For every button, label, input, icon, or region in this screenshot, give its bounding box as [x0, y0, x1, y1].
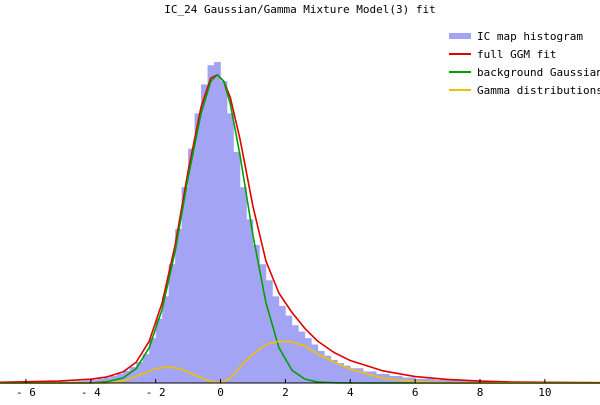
series-line-gamma-distributions [0, 340, 600, 384]
x-tick-label: - 6 [16, 386, 36, 399]
x-tick-label: 4 [347, 386, 354, 399]
histogram-bar [175, 228, 182, 383]
histogram-bar [337, 363, 345, 383]
histogram-bar [252, 244, 260, 383]
histogram-bar [259, 264, 267, 383]
histogram-bar [454, 380, 474, 383]
histogram-bar [90, 379, 98, 383]
legend: IC map histogram full GGM fit background G… [449, 30, 600, 97]
histogram-bar [278, 305, 286, 383]
axes: - 6 - 4 - 2 0 2 4 6 8 10 [0, 379, 600, 399]
legend-label: Gamma distributions [477, 84, 600, 97]
legend-item: full GGM fit [449, 48, 556, 61]
histogram-bar [123, 370, 131, 383]
histogram-series [58, 62, 507, 384]
histogram-bar [214, 62, 221, 383]
histogram-bar [77, 381, 85, 383]
histogram-bar [227, 113, 234, 384]
histogram-bar [97, 378, 105, 383]
histogram-bar [317, 350, 325, 383]
chart-title: IC_24 Gaussian/Gamma Mixture Model(3) fi… [164, 3, 436, 16]
legend-item: IC map histogram [449, 30, 583, 43]
histogram-bar [291, 325, 299, 383]
histogram-bar [330, 359, 338, 383]
histogram-bar [136, 362, 144, 383]
histogram-bar [162, 296, 169, 383]
legend-label: full GGM fit [477, 48, 556, 61]
legend-item: Gamma distributions [449, 84, 600, 97]
histogram-bar [149, 338, 156, 383]
plot-area [0, 62, 600, 384]
histogram-bar [220, 81, 228, 383]
x-tick-label: 10 [538, 386, 551, 399]
histogram-bar [84, 380, 92, 383]
histogram-bar [343, 365, 351, 383]
legend-item: background Gaussian [449, 66, 600, 79]
histogram-bar [155, 318, 163, 383]
legend-label: background Gaussian [477, 66, 600, 79]
histogram-bar [324, 355, 332, 383]
series-line-full-ggm-fit [0, 74, 600, 384]
histogram-bar [207, 65, 215, 384]
histogram-bar [129, 366, 137, 383]
histogram-bar [103, 377, 111, 383]
histogram-bar [168, 264, 176, 383]
x-tick-label: - 2 [146, 386, 166, 399]
legend-label: IC map histogram [477, 30, 583, 43]
x-tick-label: - 4 [81, 386, 101, 399]
histogram-bar [434, 379, 455, 383]
histogram-bar [285, 315, 293, 383]
histogram-bar [71, 381, 79, 383]
histogram-bar [246, 219, 254, 383]
histogram-bar [142, 354, 150, 383]
legend-swatch [449, 33, 471, 39]
x-tick-label: 0 [217, 386, 224, 399]
histogram-bar [233, 151, 241, 383]
histogram-bar [304, 338, 312, 383]
histogram-bar [194, 113, 202, 384]
x-tick-label: 6 [412, 386, 419, 399]
x-tick-label: 8 [477, 386, 484, 399]
histogram-bar [298, 331, 306, 383]
histogram-bar [363, 371, 377, 383]
histogram-bar [240, 187, 247, 383]
histogram-bar [265, 280, 273, 383]
histogram-bar [188, 148, 195, 383]
x-tick-label: 2 [282, 386, 289, 399]
histogram-bar [181, 187, 189, 383]
series-line-background-gaussian [0, 74, 600, 384]
histogram-bar [201, 84, 208, 383]
histogram-bar [311, 344, 319, 383]
histogram-bar [415, 378, 435, 383]
